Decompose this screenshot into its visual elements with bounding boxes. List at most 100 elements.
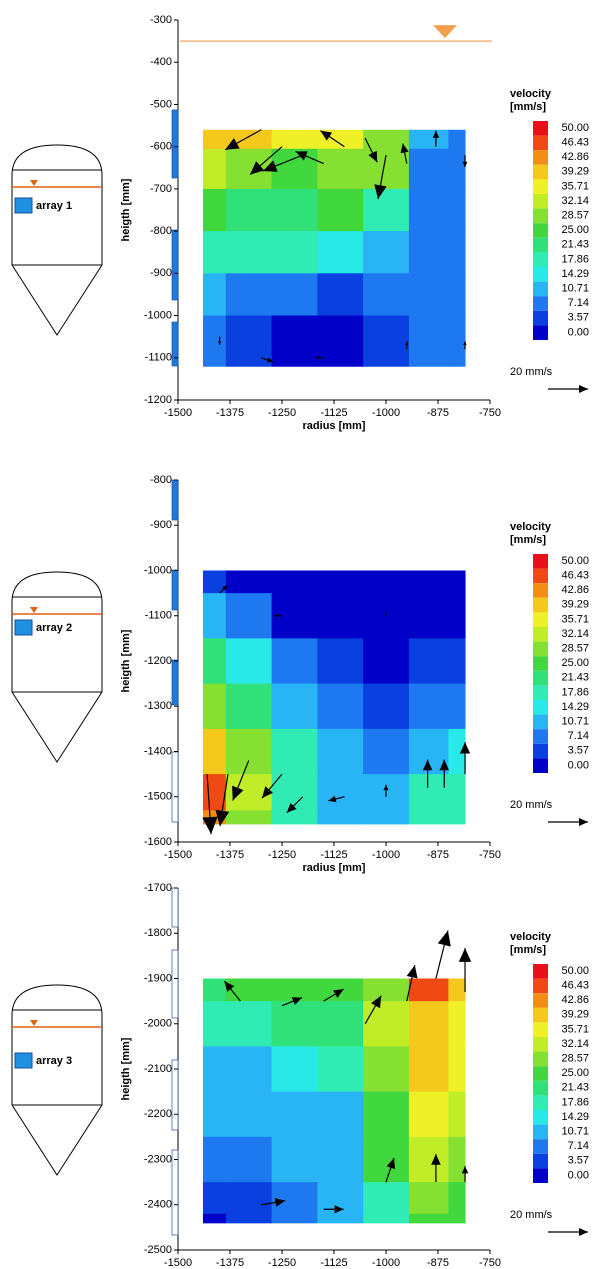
arrow-head — [266, 357, 274, 363]
colorbar-label: 17.86 — [561, 686, 589, 698]
colorbar-swatch — [533, 1051, 548, 1067]
contour-cell — [225, 351, 273, 367]
arrow-head — [459, 742, 471, 754]
velocity-vector — [405, 341, 409, 350]
arrow-head — [225, 138, 240, 150]
contour-cell — [448, 148, 466, 190]
y-axis-label: heigth [mm] — [120, 178, 132, 241]
arrow-head — [386, 1158, 396, 1170]
colorbar-swatch — [533, 627, 548, 642]
colorbar-swatch — [533, 1037, 548, 1052]
colorbar-title: [mm/s] — [510, 101, 546, 113]
contour-cell — [225, 1213, 273, 1224]
y-tick-label: -1100 — [145, 352, 172, 364]
colorbar-swatch — [533, 237, 548, 253]
contour-cell — [317, 728, 364, 775]
contour-cell — [271, 231, 318, 274]
colorbar-label: 32.14 — [561, 195, 589, 207]
velocity-vector — [223, 980, 241, 1002]
contour-cell — [271, 1046, 318, 1093]
contour-cell — [408, 978, 449, 1002]
y-tick-label: -300 — [150, 14, 172, 26]
contour-cell — [448, 129, 466, 150]
contour-cell — [363, 638, 410, 685]
colorbar-label: 0.00 — [568, 326, 589, 338]
contour-cell — [317, 273, 364, 317]
contour-cell — [317, 231, 364, 274]
contour-cell — [271, 1136, 318, 1183]
colorbar-swatch — [533, 978, 548, 994]
contour-cell — [271, 978, 318, 1002]
arrow-head — [215, 809, 230, 827]
contour-cell — [317, 1091, 364, 1138]
x-tick-label: -1375 — [216, 407, 244, 419]
colorbar-label: 25.00 — [561, 657, 589, 669]
contour-cell — [202, 231, 227, 274]
contour-cell — [225, 683, 273, 730]
vessel — [11, 571, 103, 763]
velocity-vector — [295, 151, 324, 165]
arrow-head — [368, 150, 378, 163]
array-marker — [14, 619, 33, 636]
contour-cell — [202, 683, 227, 730]
x-tick-label: -1000 — [372, 407, 400, 419]
velocity-vector — [261, 773, 283, 799]
velocity-vector — [385, 611, 387, 616]
colorbar-swatch — [533, 656, 548, 671]
contour-cell — [448, 1001, 466, 1047]
colorbar-label: 3.57 — [568, 745, 589, 757]
colorbar-label: 28.57 — [561, 643, 589, 655]
colorbar-swatch — [533, 1139, 548, 1154]
colorbar-label: 17.86 — [561, 253, 589, 265]
y-tick-label: -1300 — [144, 700, 172, 712]
contour-cell — [363, 570, 410, 594]
colorbar-swatch — [533, 252, 548, 267]
contour-cell — [317, 683, 364, 730]
contour-cell — [225, 231, 273, 274]
arrow-head — [217, 341, 222, 345]
velocity-vector — [435, 930, 451, 979]
velocity-vector — [406, 964, 418, 1002]
colorbar-swatch — [533, 1022, 548, 1037]
colorbar-label: 28.57 — [561, 1053, 589, 1065]
velocity-vector — [261, 1197, 286, 1207]
arrow-head — [202, 816, 218, 835]
arrow-head — [458, 948, 472, 962]
y-tick-label: -1100 — [145, 610, 172, 622]
y-tick-label: -1800 — [144, 927, 172, 939]
arrow-head — [232, 785, 244, 801]
contour-cell — [271, 1001, 318, 1047]
y-tick-label: -500 — [150, 98, 172, 110]
velocity-vector — [374, 155, 387, 200]
contour-cell — [408, 231, 449, 274]
contour-cell — [448, 1182, 466, 1215]
colorbar-label: 17.86 — [561, 1096, 589, 1108]
vessel-level-marker — [30, 607, 38, 613]
contour-cell — [225, 1091, 273, 1138]
arrow-head — [274, 1197, 286, 1207]
colorbar-label: 0.00 — [568, 1169, 589, 1181]
contour-cell — [363, 1046, 410, 1093]
contour-cell — [317, 570, 364, 594]
velocity-vector — [281, 997, 303, 1007]
arrow-head — [371, 995, 382, 1009]
contour-cell — [448, 273, 466, 317]
colorbar-swatch — [533, 700, 548, 715]
y-tick-label: -1200 — [144, 394, 172, 406]
colorbar-swatch — [533, 685, 548, 700]
colorbar-label: 7.14 — [568, 730, 589, 742]
contour-cell — [448, 231, 466, 274]
colorbar-swatch — [533, 1080, 548, 1096]
velocity-vector — [320, 130, 345, 148]
x-tick-label: -875 — [427, 849, 449, 861]
velocity-vector — [422, 759, 433, 788]
colorbar-label: 46.43 — [561, 570, 589, 582]
contour-cell — [271, 351, 318, 367]
velocity-vector — [463, 341, 467, 350]
contour-cell — [225, 593, 273, 639]
colorbar-label: 10.71 — [561, 283, 589, 295]
contour-cell — [202, 351, 227, 367]
colorbar-label: 35.71 — [561, 613, 589, 625]
x-axis-label: radius [mm] — [303, 420, 366, 432]
contour-cell — [225, 638, 273, 685]
